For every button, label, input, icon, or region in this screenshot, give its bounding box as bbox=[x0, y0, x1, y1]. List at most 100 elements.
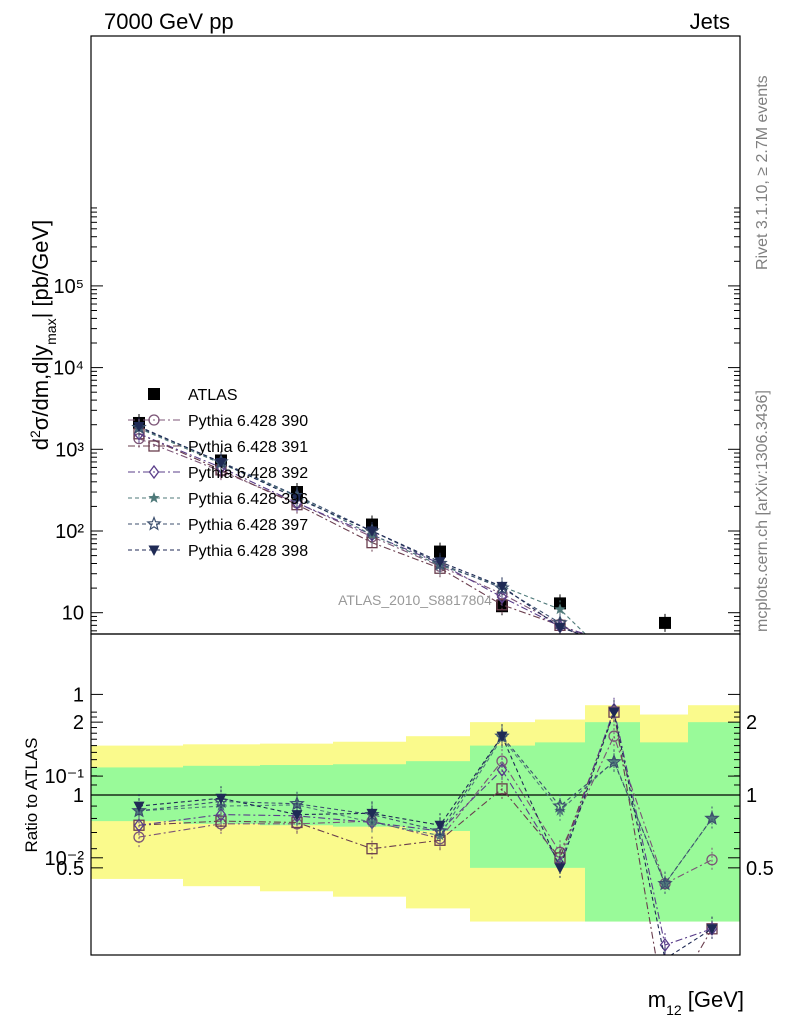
data-point bbox=[608, 668, 620, 680]
data-point bbox=[609, 641, 620, 652]
data-point bbox=[609, 649, 619, 659]
ratio-line bbox=[138, 710, 713, 955]
main-y-axis-label: d2σ/dm,d|ymax| [pb/GeV] bbox=[27, 220, 59, 450]
ratio-point bbox=[552, 797, 568, 813]
ratio-tick-label: 1 bbox=[73, 785, 84, 807]
ratio-y-axis-label: Ratio to ATLAS bbox=[22, 738, 41, 853]
legend-label: Pythia 6.428 390 bbox=[188, 413, 308, 430]
ratio-point bbox=[706, 854, 718, 866]
y-tick-label: 10⁻² bbox=[45, 848, 85, 870]
ratio-point bbox=[608, 755, 620, 766]
x-axis-label: m12 [GeV] bbox=[648, 987, 744, 1018]
data-point bbox=[291, 493, 303, 505]
legend-marker bbox=[146, 515, 162, 531]
legend-marker bbox=[148, 414, 160, 426]
data-point bbox=[366, 526, 378, 537]
data-point bbox=[496, 581, 508, 593]
data-point bbox=[660, 673, 671, 684]
ratio-point bbox=[131, 802, 147, 818]
ratio-tick-label: 2 bbox=[73, 712, 84, 734]
legend-label: Pythia 6.428 396 bbox=[188, 491, 308, 508]
ratio-tick-label-right: 0.5 bbox=[746, 858, 774, 880]
data-point bbox=[366, 537, 378, 549]
y-tick-label: 10³ bbox=[55, 439, 84, 461]
data-point bbox=[706, 670, 718, 682]
data-point bbox=[659, 616, 671, 629]
series-line bbox=[138, 433, 586, 634]
ratio-point bbox=[706, 924, 718, 935]
ratio-point bbox=[659, 937, 671, 953]
ratio-line bbox=[138, 735, 713, 885]
ratio-y-ticks: 0.5 0.5 1 1 2 2 bbox=[56, 711, 774, 880]
data-point bbox=[608, 656, 619, 667]
legend-marker bbox=[148, 492, 160, 503]
y-tick-label: 1 bbox=[73, 684, 84, 706]
data-point bbox=[707, 692, 717, 702]
data-point bbox=[706, 679, 717, 690]
data-point bbox=[608, 655, 620, 667]
legend-label: Pythia 6.428 397 bbox=[188, 517, 308, 534]
ratio-point bbox=[554, 863, 566, 874]
ratio-point bbox=[434, 820, 446, 832]
legend-marker bbox=[148, 464, 160, 480]
header-left: 7000 GeV pp bbox=[104, 9, 234, 34]
ratio-point bbox=[496, 783, 508, 795]
mcplots-label: mcplots.cern.ch [arXiv:1306.3436] bbox=[754, 390, 771, 632]
legend-marker bbox=[148, 388, 160, 400]
y-tick-label: 10 bbox=[62, 603, 84, 625]
ratio-point bbox=[291, 810, 303, 821]
header-right: Jets bbox=[690, 9, 730, 34]
y-tick-label: 10⁵ bbox=[53, 276, 84, 298]
legend-marker bbox=[148, 545, 160, 556]
ratio-point bbox=[366, 843, 378, 855]
ratio-line bbox=[138, 710, 713, 955]
ratio-point bbox=[215, 793, 227, 805]
y-tick-label: 10⁴ bbox=[53, 358, 84, 380]
data-point bbox=[554, 603, 566, 615]
data-point bbox=[434, 545, 446, 558]
data-point bbox=[610, 637, 619, 649]
band-inner bbox=[640, 742, 688, 922]
ratio-point bbox=[366, 808, 378, 820]
data-point bbox=[706, 679, 718, 691]
data-point bbox=[554, 622, 566, 634]
y-tick-label: 10⁻¹ bbox=[45, 766, 85, 788]
data-point bbox=[496, 590, 508, 605]
ratio-line bbox=[138, 734, 713, 885]
data-point bbox=[434, 557, 446, 568]
data-point bbox=[215, 457, 227, 469]
ratio-point bbox=[133, 801, 145, 813]
ratio-line bbox=[138, 737, 713, 885]
analysis-tag: ATLAS_2010_S8817804 bbox=[338, 592, 492, 608]
ratio-point bbox=[706, 812, 718, 824]
band-inner bbox=[585, 722, 640, 922]
data-point bbox=[133, 422, 145, 433]
legend-label: Pythia 6.428 398 bbox=[188, 543, 308, 560]
ratio-point bbox=[704, 810, 720, 826]
ratio-tick-label-right: 2 bbox=[746, 712, 757, 734]
main-panel-series bbox=[131, 413, 718, 702]
ratio-panel-series bbox=[131, 697, 720, 955]
series-line bbox=[138, 433, 588, 634]
data-point bbox=[660, 689, 670, 699]
ratio-point bbox=[496, 762, 508, 777]
ratio-point bbox=[496, 731, 508, 743]
legend-label: Pythia 6.428 391 bbox=[188, 439, 308, 456]
rivet-label: Rivet 3.1.10, ≥ 2.7M events bbox=[754, 75, 771, 270]
legend-marker bbox=[148, 440, 160, 452]
data-point bbox=[609, 640, 619, 650]
ratio-point bbox=[215, 800, 227, 811]
data-point bbox=[659, 646, 670, 657]
ratio-point bbox=[215, 807, 227, 822]
data-point bbox=[496, 599, 508, 611]
ratio-point bbox=[657, 875, 673, 891]
ratio-tick-label-right: 1 bbox=[746, 785, 757, 807]
data-point bbox=[659, 647, 671, 659]
ratio-uncertainty-bands bbox=[91, 705, 740, 922]
legend-label: Pythia 6.428 392 bbox=[188, 465, 308, 482]
data-point bbox=[661, 668, 670, 680]
data-point bbox=[660, 667, 670, 677]
legend: ATLAS Pythia 6.428 390 Pythia 6.428 391 Pyt… bbox=[128, 387, 308, 560]
